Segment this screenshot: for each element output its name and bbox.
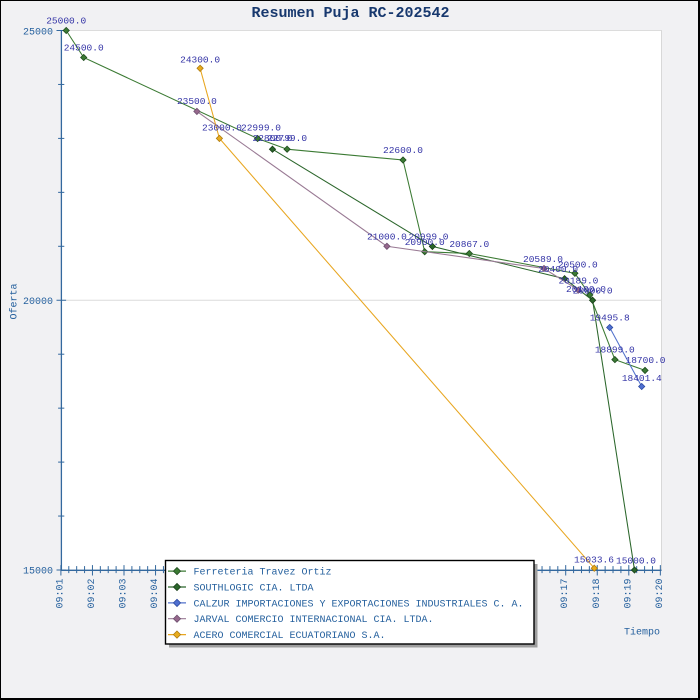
svg-text:09:19: 09:19 [623,578,634,608]
svg-text:20999.0: 20999.0 [409,231,449,242]
svg-text:15000: 15000 [23,566,53,577]
svg-text:22800.0: 22800.0 [253,133,293,144]
svg-text:Resumen Puja RC-202542: Resumen Puja RC-202542 [251,5,449,22]
svg-text:23000.0: 23000.0 [202,123,242,134]
svg-text:19495.8: 19495.8 [590,312,630,323]
svg-text:09:17: 09:17 [560,578,571,608]
svg-text:20189.0: 20189.0 [558,275,598,286]
svg-text:20589.0: 20589.0 [523,254,563,265]
svg-text:18899.0: 18899.0 [595,344,635,355]
svg-text:09:20: 09:20 [655,578,666,608]
svg-text:20867.0: 20867.0 [449,239,489,250]
svg-text:CALZUR IMPORTACIONES Y EXPORTA: CALZUR IMPORTACIONES Y EXPORTACIONES IND… [194,599,524,610]
svg-text:21000.0: 21000.0 [367,231,407,242]
svg-text:Tiempo: Tiempo [624,627,660,639]
svg-text:18700.0: 18700.0 [626,355,666,366]
svg-text:22999.0: 22999.0 [241,123,281,134]
svg-text:09:03: 09:03 [119,578,130,608]
svg-text:09:04: 09:04 [150,578,161,608]
svg-text:09:18: 09:18 [592,578,603,608]
svg-text:15033.6: 15033.6 [574,554,614,565]
svg-text:20000: 20000 [23,297,53,308]
svg-text:25000.0: 25000.0 [46,16,86,27]
svg-text:23500.0: 23500.0 [177,96,217,107]
svg-text:22600.0: 22600.0 [383,145,423,156]
svg-text:SOUTHLOGIC CIA. LTDA: SOUTHLOGIC CIA. LTDA [194,583,314,594]
svg-text:09:01: 09:01 [55,578,66,608]
svg-text:20100.0: 20100.0 [566,284,606,295]
svg-text:25000: 25000 [23,28,53,39]
svg-text:15000.0: 15000.0 [616,555,656,566]
svg-text:Oferta: Oferta [9,283,21,319]
svg-text:24500.0: 24500.0 [64,42,104,53]
svg-text:20900.0: 20900.0 [405,237,445,248]
svg-text:24300.0: 24300.0 [180,55,220,66]
svg-text:20500.0: 20500.0 [558,260,598,271]
svg-text:Ferreteria Travez Ortiz: Ferreteria Travez Ortiz [194,567,332,579]
svg-text:22799.0: 22799.0 [267,133,307,144]
svg-text:JARVAL COMERCIO INTERNACIONAL: JARVAL COMERCIO INTERNACIONAL CIA. LTDA. [194,615,434,626]
svg-text:18401.4: 18401.4 [622,373,662,384]
svg-text:20400.0: 20400.0 [538,264,578,275]
svg-text:20000.0: 20000.0 [573,285,613,296]
svg-text:09:02: 09:02 [87,578,98,608]
svg-text:ACERO COMERCIAL ECUATORIANO S.: ACERO COMERCIAL ECUATORIANO S.A. [194,631,386,642]
